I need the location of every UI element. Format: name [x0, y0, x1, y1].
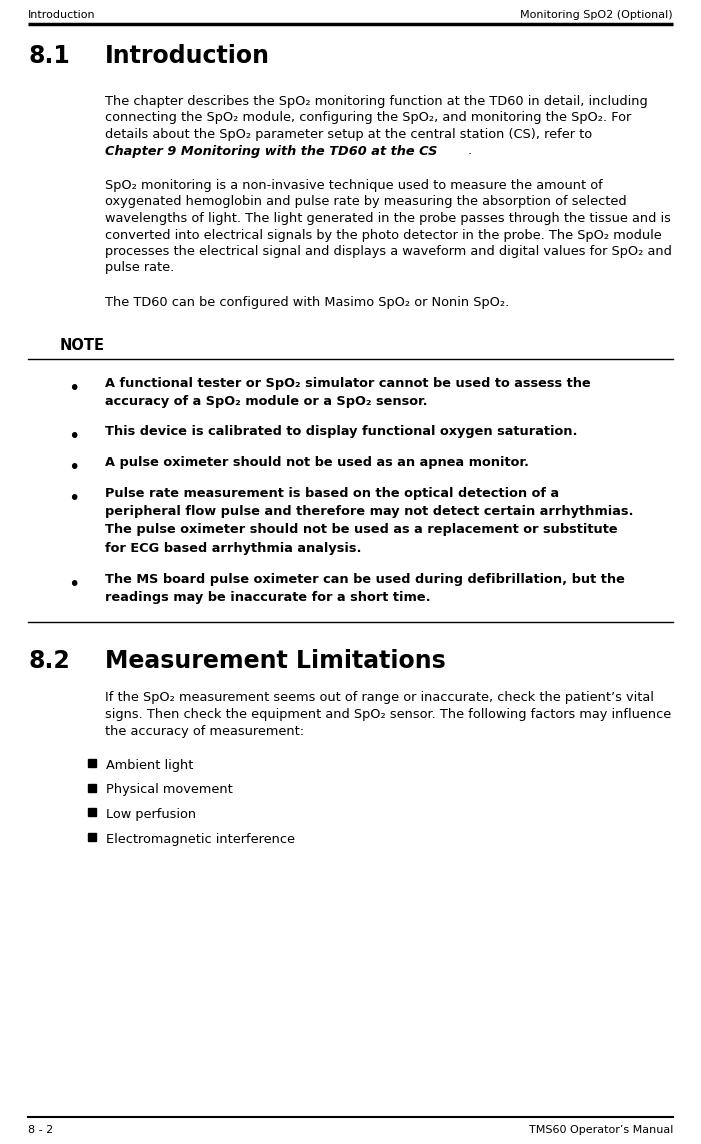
Text: readings may be inaccurate for a short time.: readings may be inaccurate for a short t… [105, 591, 430, 604]
Bar [88, 833, 96, 841]
Text: •: • [68, 574, 79, 594]
Text: signs. Then check the equipment and SpO₂ sensor. The following factors may influ: signs. Then check the equipment and SpO₂… [105, 708, 672, 721]
Bar [88, 758, 96, 766]
Text: 8.1: 8.1 [28, 43, 70, 67]
Text: The chapter describes the SpO₂ monitoring function at the TD60 in detail, includ: The chapter describes the SpO₂ monitorin… [105, 95, 648, 108]
Text: .: . [468, 144, 472, 158]
Text: 8.2: 8.2 [28, 650, 70, 674]
Text: connecting the SpO₂ module, configuring the SpO₂, and monitoring the SpO₂. For: connecting the SpO₂ module, configuring … [105, 111, 631, 125]
Text: converted into electrical signals by the photo detector in the probe. The SpO₂ m: converted into electrical signals by the… [105, 229, 662, 241]
Text: Monitoring SpO2 (Optional): Monitoring SpO2 (Optional) [520, 10, 673, 19]
Text: Chapter 9 Monitoring with the TD60 at the CS: Chapter 9 Monitoring with the TD60 at th… [105, 144, 437, 158]
Text: NOTE: NOTE [60, 339, 105, 353]
Bar [88, 808, 96, 816]
Text: for ECG based arrhythmia analysis.: for ECG based arrhythmia analysis. [105, 542, 362, 555]
Text: Pulse rate measurement is based on the optical detection of a: Pulse rate measurement is based on the o… [105, 486, 559, 500]
Text: the accuracy of measurement:: the accuracy of measurement: [105, 724, 304, 738]
Text: If the SpO₂ measurement seems out of range or inaccurate, check the patient’s vi: If the SpO₂ measurement seems out of ran… [105, 691, 654, 705]
Text: 8 - 2: 8 - 2 [28, 1125, 53, 1135]
Text: pulse rate.: pulse rate. [105, 262, 175, 275]
Text: Measurement Limitations: Measurement Limitations [105, 650, 446, 674]
Text: •: • [68, 488, 79, 508]
Text: Introduction: Introduction [105, 43, 270, 67]
Text: oxygenated hemoglobin and pulse rate by measuring the absorption of selected: oxygenated hemoglobin and pulse rate by … [105, 196, 627, 208]
Text: The MS board pulse oximeter can be used during defibrillation, but the: The MS board pulse oximeter can be used … [105, 572, 625, 586]
Text: wavelengths of light. The light generated in the probe passes through the tissue: wavelengths of light. The light generate… [105, 212, 671, 225]
Text: The TD60 can be configured with Masimo SpO₂ or Nonin SpO₂.: The TD60 can be configured with Masimo S… [105, 296, 509, 309]
Text: details about the SpO₂ parameter setup at the central station (CS), refer to: details about the SpO₂ parameter setup a… [105, 128, 597, 141]
Text: processes the electrical signal and displays a waveform and digital values for S: processes the electrical signal and disp… [105, 245, 672, 259]
Text: Electromagnetic interference: Electromagnetic interference [106, 833, 295, 845]
Text: •: • [68, 428, 79, 446]
Text: Introduction: Introduction [28, 10, 95, 19]
Text: Low perfusion: Low perfusion [106, 808, 196, 821]
Text: Ambient light: Ambient light [106, 758, 193, 772]
Text: SpO₂ monitoring is a non-invasive technique used to measure the amount of: SpO₂ monitoring is a non-invasive techni… [105, 178, 603, 192]
Text: •: • [68, 379, 79, 397]
Text: A pulse oximeter should not be used as an apnea monitor.: A pulse oximeter should not be used as a… [105, 456, 529, 469]
Text: A functional tester or SpO₂ simulator cannot be used to assess the: A functional tester or SpO₂ simulator ca… [105, 376, 591, 389]
Text: •: • [68, 458, 79, 477]
Text: This device is calibrated to display functional oxygen saturation.: This device is calibrated to display fun… [105, 426, 578, 438]
Text: accuracy of a SpO₂ module or a SpO₂ sensor.: accuracy of a SpO₂ module or a SpO₂ sens… [105, 395, 428, 408]
Text: The pulse oximeter should not be used as a replacement or substitute: The pulse oximeter should not be used as… [105, 524, 618, 537]
Text: Physical movement: Physical movement [106, 784, 233, 796]
Text: peripheral flow pulse and therefore may not detect certain arrhythmias.: peripheral flow pulse and therefore may … [105, 505, 634, 518]
Bar [88, 784, 96, 792]
Text: TMS60 Operator’s Manual: TMS60 Operator’s Manual [529, 1125, 673, 1135]
